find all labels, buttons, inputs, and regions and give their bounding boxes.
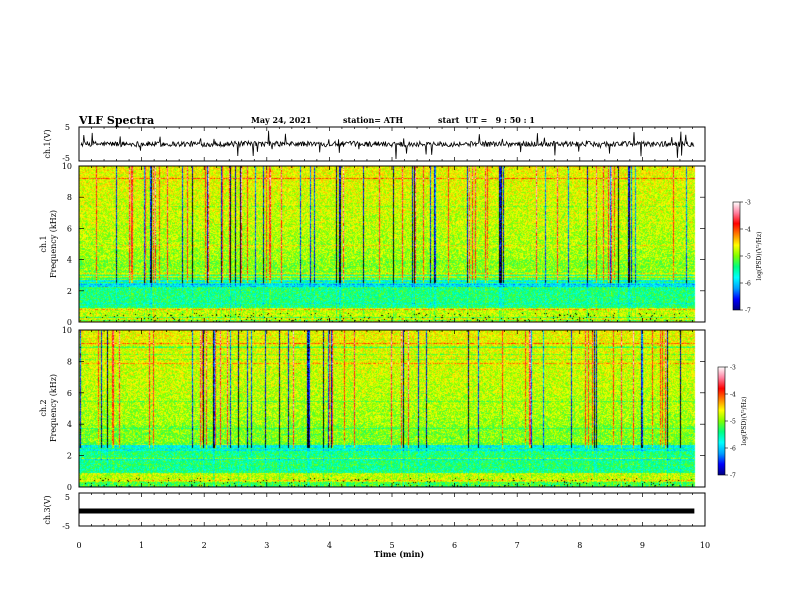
ch1-spectrogram-xticks: [78, 166, 706, 322]
ch3-ytick-bottom: -5: [62, 522, 70, 531]
colorbar-tick-label: -5: [730, 419, 736, 426]
ch1-waveform-trace: [80, 130, 695, 160]
time-tick-label: 10: [700, 541, 710, 550]
ch2-freq-ytick-label: 2: [67, 452, 72, 461]
ch1-ytick-top: 5: [65, 123, 70, 132]
ch2-spectrogram-ylabel-channel: ch.2: [39, 399, 48, 416]
ch2-freq-ytick-label: 4: [67, 420, 72, 429]
time-tick-label: 8: [577, 541, 582, 550]
time-tick-label: 9: [640, 541, 645, 550]
ch2-spectrogram-yticks: 0 2 4 6 8 10: [62, 326, 705, 492]
time-tick-label: 5: [389, 541, 394, 550]
ch3-waveform-xticks: [78, 493, 706, 526]
station-label: station= ATH: [343, 115, 403, 125]
ch1-spectrogram-image: [79, 166, 705, 322]
colorbar-tick-label: -7: [745, 308, 751, 315]
ch2-freq-ytick-label: 6: [67, 389, 72, 398]
ch1-freq-ytick-label: 2: [67, 287, 72, 296]
ch3-waveform-panel: 5 -5 ch.3(V): [43, 492, 706, 531]
ch1-colorbar-gradient: [733, 202, 740, 310]
ch2-freq-ytick-label: 8: [67, 357, 72, 366]
colorbar-tick-label: -5: [745, 254, 751, 261]
time-tick-label: 4: [327, 541, 332, 550]
ch1-spectrogram-yticks: 0 2 4 6 8 10: [62, 162, 705, 327]
ch2-spectrogram-image: [79, 330, 705, 487]
figure-title: VLF Spectra: [78, 114, 154, 127]
ch2-freq-ytick-label: 0: [67, 483, 72, 492]
ch1-waveform-ylabel: ch.1(V): [43, 129, 52, 158]
ch3-waveform-ylabel: ch.3(V): [43, 495, 52, 524]
ch2-spectrogram-xticks: [78, 330, 706, 487]
colorbar-tick-label: -6: [730, 446, 736, 453]
date-label: May 24, 2021: [251, 115, 311, 125]
ch2-spectrogram-ylabel: Frequency (kHz): [49, 374, 58, 442]
ch2-colorbar-gradient: [718, 367, 725, 475]
ch1-colorbar-ticks: -3 -4 -5 -6 -7: [740, 200, 751, 315]
ch1-spectrogram-ylabel-channel: ch.1: [39, 235, 48, 252]
ch2-colorbar-ticks: -3 -4 -5 -6 -7: [725, 365, 736, 480]
colorbar-tick-label: -6: [745, 281, 751, 288]
time-tick-label: 1: [139, 541, 144, 550]
time-axis-label: Time (min): [374, 549, 424, 559]
ch2-colorbar-label: log(PSD)(V²/Hz): [741, 397, 748, 446]
time-tick-label: 3: [264, 541, 269, 550]
colorbar-tick-label: -7: [730, 473, 736, 480]
time-tick-label: 0: [76, 541, 81, 550]
ch1-spectrogram-ylabel: Frequency (kHz): [49, 210, 58, 278]
colorbar-tick-label: -4: [745, 227, 751, 234]
colorbar-tick-label: -3: [745, 200, 751, 207]
ch1-waveform-panel: 5 -5 ch.1(V): [43, 123, 706, 163]
ch1-freq-ytick-label: 8: [67, 193, 72, 202]
ch1-freq-ytick-label: 10: [62, 162, 72, 171]
ch2-spectrogram-panel: 0 2 4 6 8 10 ch.2 Frequency (kHz): [39, 326, 706, 492]
ch1-ytick-bottom: -5: [62, 154, 70, 163]
time-tick-label: 6: [452, 541, 457, 550]
start-time-label: start UT = 9 : 50 : 1: [438, 115, 535, 125]
ch2-freq-ytick-label: 10: [62, 326, 72, 335]
ch1-waveform-xticks: [78, 127, 706, 161]
time-tick-label: 7: [515, 541, 520, 550]
ch1-colorbar: -3 -4 -5 -6 -7 log(PSD)(V²/Hz): [732, 200, 763, 315]
ch2-colorbar: -3 -4 -5 -6 -7 log(PSD)(V²/Hz): [717, 365, 748, 480]
ch1-colorbar-label: log(PSD)(V²/Hz): [756, 232, 763, 281]
ch1-freq-ytick-label: 0: [67, 318, 72, 327]
time-tick-label: 2: [202, 541, 207, 550]
ch1-freq-ytick-label: 6: [67, 224, 72, 233]
colorbar-tick-label: -3: [730, 365, 736, 372]
ch3-ytick-top: 5: [65, 493, 70, 502]
time-axis-tick-labels: 0 1 2 3 4 5 6 7 8 9 10: [76, 541, 710, 550]
ch1-spectrogram-panel: 0 2 4 6 8 10 ch.1 Frequency (kHz): [39, 162, 706, 327]
ch1-freq-ytick-label: 4: [67, 256, 72, 265]
colorbar-tick-label: -4: [730, 392, 736, 399]
